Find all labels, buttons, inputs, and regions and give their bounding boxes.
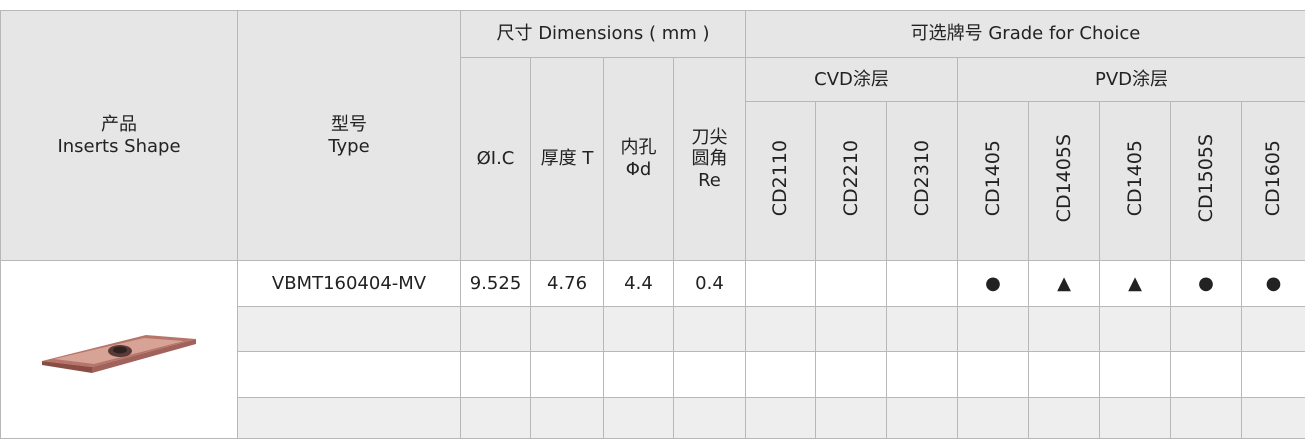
cell — [1029, 307, 1100, 352]
dimension-label: Φd — [604, 159, 673, 181]
cell — [887, 307, 958, 352]
pvd-header: PVD涂层 — [958, 58, 1305, 102]
cell — [531, 307, 604, 352]
dimension-label: 刀尖 — [674, 127, 745, 149]
cell — [461, 307, 531, 352]
cell — [674, 352, 746, 398]
insert-icon — [34, 317, 204, 377]
cell — [816, 307, 887, 352]
grade-header: CD1405 — [958, 102, 1029, 261]
cell — [531, 398, 604, 439]
type-cell: VBMT160404-MV — [238, 261, 461, 307]
cell — [746, 398, 816, 439]
cell — [1171, 307, 1242, 352]
cell — [604, 398, 674, 439]
grade-cell — [816, 261, 887, 307]
cell — [746, 352, 816, 398]
grade-cell: ▲ — [1100, 261, 1171, 307]
cell — [674, 307, 746, 352]
cvd-header: CVD涂层 — [746, 58, 958, 102]
grade-label: CD1405 — [982, 140, 1005, 216]
grade-cell: ● — [1242, 261, 1305, 307]
cell — [887, 398, 958, 439]
grade-header: CD1605 — [1242, 102, 1305, 261]
type-en: Type — [238, 136, 460, 158]
dimension-label: 圆角 — [674, 148, 745, 170]
product-image — [1, 261, 238, 439]
cell — [1242, 307, 1305, 352]
cell — [604, 307, 674, 352]
dimension-cell: 4.76 — [531, 261, 604, 307]
cell — [1100, 307, 1171, 352]
dimension-cell: 0.4 — [674, 261, 746, 307]
grade-cell: ● — [1171, 261, 1242, 307]
cell — [1242, 352, 1305, 398]
cell — [238, 398, 461, 439]
cell — [958, 398, 1029, 439]
cell — [816, 398, 887, 439]
dimension-label: 厚度 T — [531, 148, 603, 170]
cell — [1029, 352, 1100, 398]
cell — [958, 307, 1029, 352]
cell — [1171, 398, 1242, 439]
grades-header: 可选牌号 Grade for Choice — [746, 11, 1305, 58]
grade-cell: ● — [958, 261, 1029, 307]
grade-label: CD2210 — [840, 140, 863, 216]
shape-en: Inserts Shape — [1, 136, 237, 158]
grade-label: CD2310 — [911, 140, 934, 216]
cell — [958, 352, 1029, 398]
cell — [461, 398, 531, 439]
cell — [238, 307, 461, 352]
grade-label: CD1605 — [1262, 140, 1285, 216]
cell — [238, 352, 461, 398]
grade-header: CD1505S — [1171, 102, 1242, 261]
cell — [1100, 352, 1171, 398]
dimension-label: Re — [674, 170, 745, 192]
cell — [531, 352, 604, 398]
dimension-header: ØI.C — [461, 58, 531, 261]
grade-cell: ▲ — [1029, 261, 1100, 307]
grade-header: CD2210 — [816, 102, 887, 261]
grade-cell — [746, 261, 816, 307]
grade-cell — [887, 261, 958, 307]
dimension-label: ØI.C — [461, 148, 530, 170]
dimension-cell: 4.4 — [604, 261, 674, 307]
cell — [674, 398, 746, 439]
type-cn: 型号 — [238, 114, 460, 136]
cell — [887, 352, 958, 398]
dimension-label: 内孔 — [604, 137, 673, 159]
cell — [604, 352, 674, 398]
cell — [816, 352, 887, 398]
grade-label: CD2110 — [769, 140, 792, 216]
cell — [461, 352, 531, 398]
cell — [1100, 398, 1171, 439]
cell — [1242, 398, 1305, 439]
cell — [1029, 398, 1100, 439]
dimension-cell: 9.525 — [461, 261, 531, 307]
grade-header: CD1405 — [1100, 102, 1171, 261]
grade-label: CD1505S — [1195, 134, 1218, 222]
grade-label: CD1405 — [1124, 140, 1147, 216]
grade-header: CD2310 — [887, 102, 958, 261]
dimension-header: 厚度 T — [531, 58, 604, 261]
grade-label: CD1405S — [1053, 134, 1076, 222]
dimensions-header: 尺寸 Dimensions ( mm ) — [461, 11, 746, 58]
grade-header: CD2110 — [746, 102, 816, 261]
cell — [1171, 352, 1242, 398]
cell — [746, 307, 816, 352]
grade-header: CD1405S — [1029, 102, 1100, 261]
shape-cn: 产品 — [1, 114, 237, 136]
